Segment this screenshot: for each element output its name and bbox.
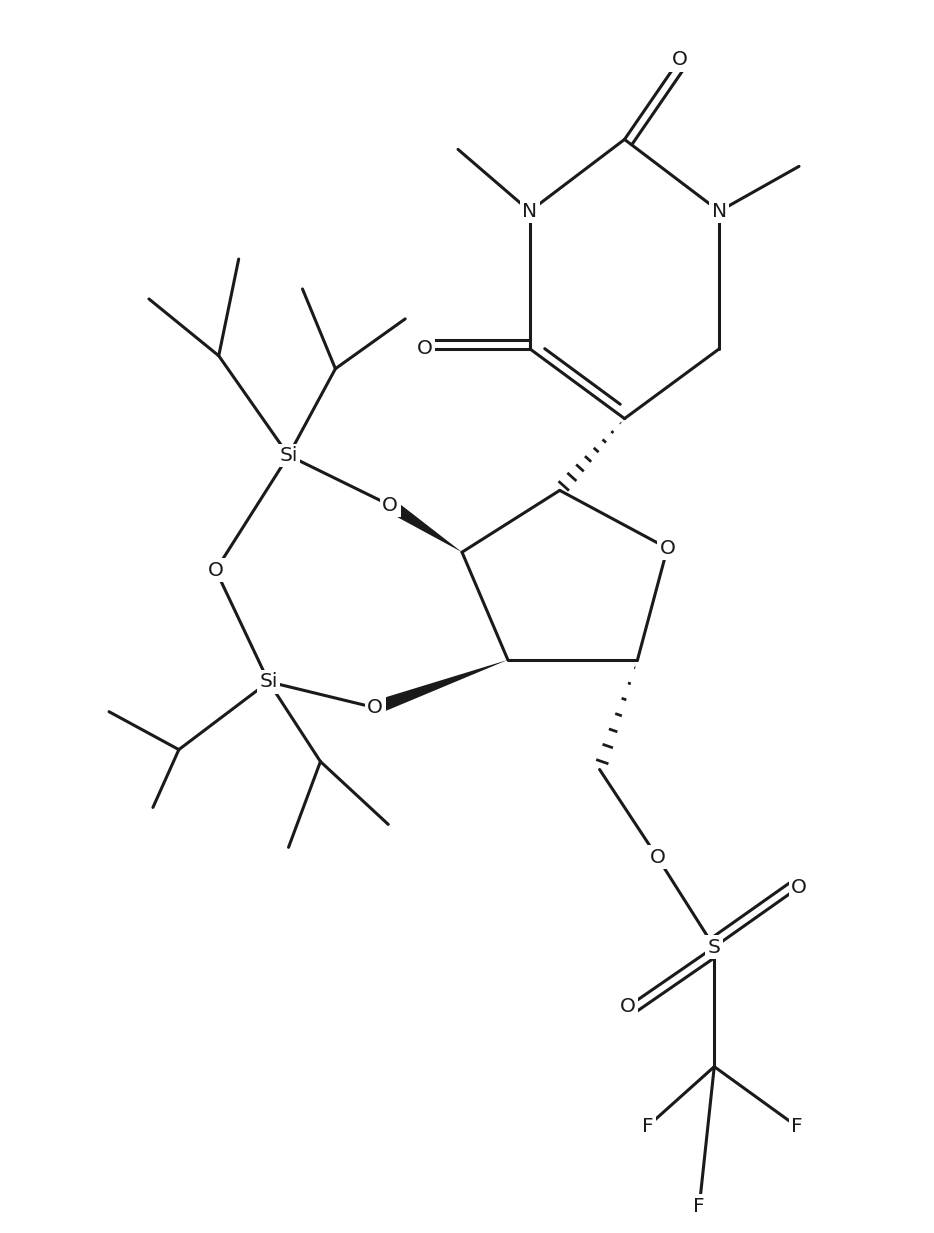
Text: O: O	[649, 848, 665, 867]
Text: F: F	[642, 1117, 653, 1136]
Text: N: N	[712, 202, 727, 221]
Text: O: O	[619, 997, 635, 1016]
Text: F: F	[791, 1117, 803, 1136]
Text: O: O	[417, 339, 433, 359]
Text: O: O	[791, 878, 807, 896]
Text: Si: Si	[260, 672, 277, 692]
Polygon shape	[387, 499, 462, 552]
Text: O: O	[207, 561, 223, 580]
Polygon shape	[373, 660, 508, 714]
Text: Si: Si	[279, 446, 298, 465]
Text: N: N	[522, 202, 537, 221]
Text: O: O	[367, 698, 383, 718]
Text: S: S	[708, 937, 721, 957]
Text: F: F	[693, 1197, 705, 1216]
Text: O: O	[659, 539, 675, 557]
Text: O: O	[382, 496, 398, 515]
Text: O: O	[672, 51, 687, 69]
